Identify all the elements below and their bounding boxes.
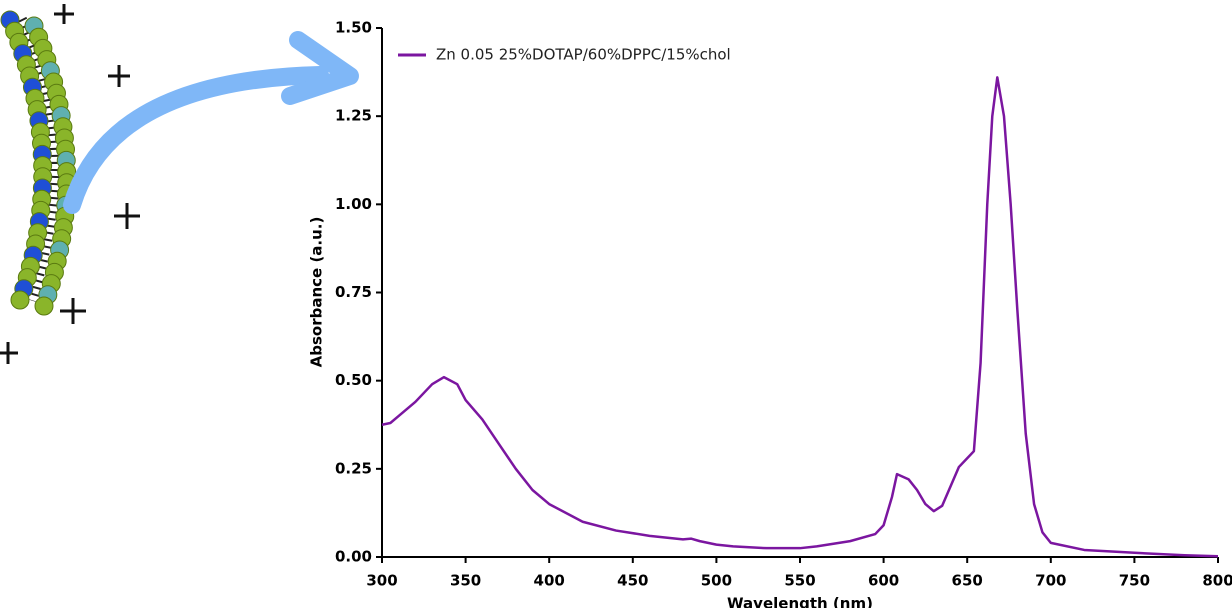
x-tick-label: 750 (1119, 572, 1150, 590)
x-tick-label: 450 (617, 572, 648, 590)
y-tick-label: 0.50 (335, 371, 372, 389)
series-line (382, 77, 1218, 556)
y-tick-label: 1.50 (335, 19, 372, 37)
head (35, 297, 53, 315)
lipid-heads (1, 11, 76, 315)
x-tick-label: 650 (952, 572, 983, 590)
y-tick-label: 1.25 (335, 107, 372, 125)
x-tick-label: 350 (450, 572, 481, 590)
chart: Wavelength (nm) Absorbance (a.u.) 0.00 0.… (0, 0, 1232, 608)
y-tick-label: 0.75 (335, 283, 372, 301)
x-tick-label: 500 (701, 572, 732, 590)
y-axis-title: Absorbance (a.u.) (308, 217, 326, 368)
y-tick-label: 0.25 (335, 459, 372, 477)
x-tick-label: 300 (366, 572, 397, 590)
legend-label: Zn 0.05 25%DOTAP/60%DPPC/15%chol (436, 46, 731, 64)
x-tick-label: 800 (1202, 572, 1232, 590)
y-tick-label: 1.00 (335, 195, 372, 213)
x-axis-title: Wavelength (nm) (727, 595, 873, 608)
x-tick-label: 400 (534, 572, 565, 590)
y-tick-label: 0.00 (335, 548, 372, 566)
x-tick-label: 550 (784, 572, 815, 590)
head (11, 291, 29, 309)
liposome-illustration (0, 4, 350, 364)
x-tick-label: 700 (1035, 572, 1066, 590)
x-tick-label: 600 (868, 572, 899, 590)
